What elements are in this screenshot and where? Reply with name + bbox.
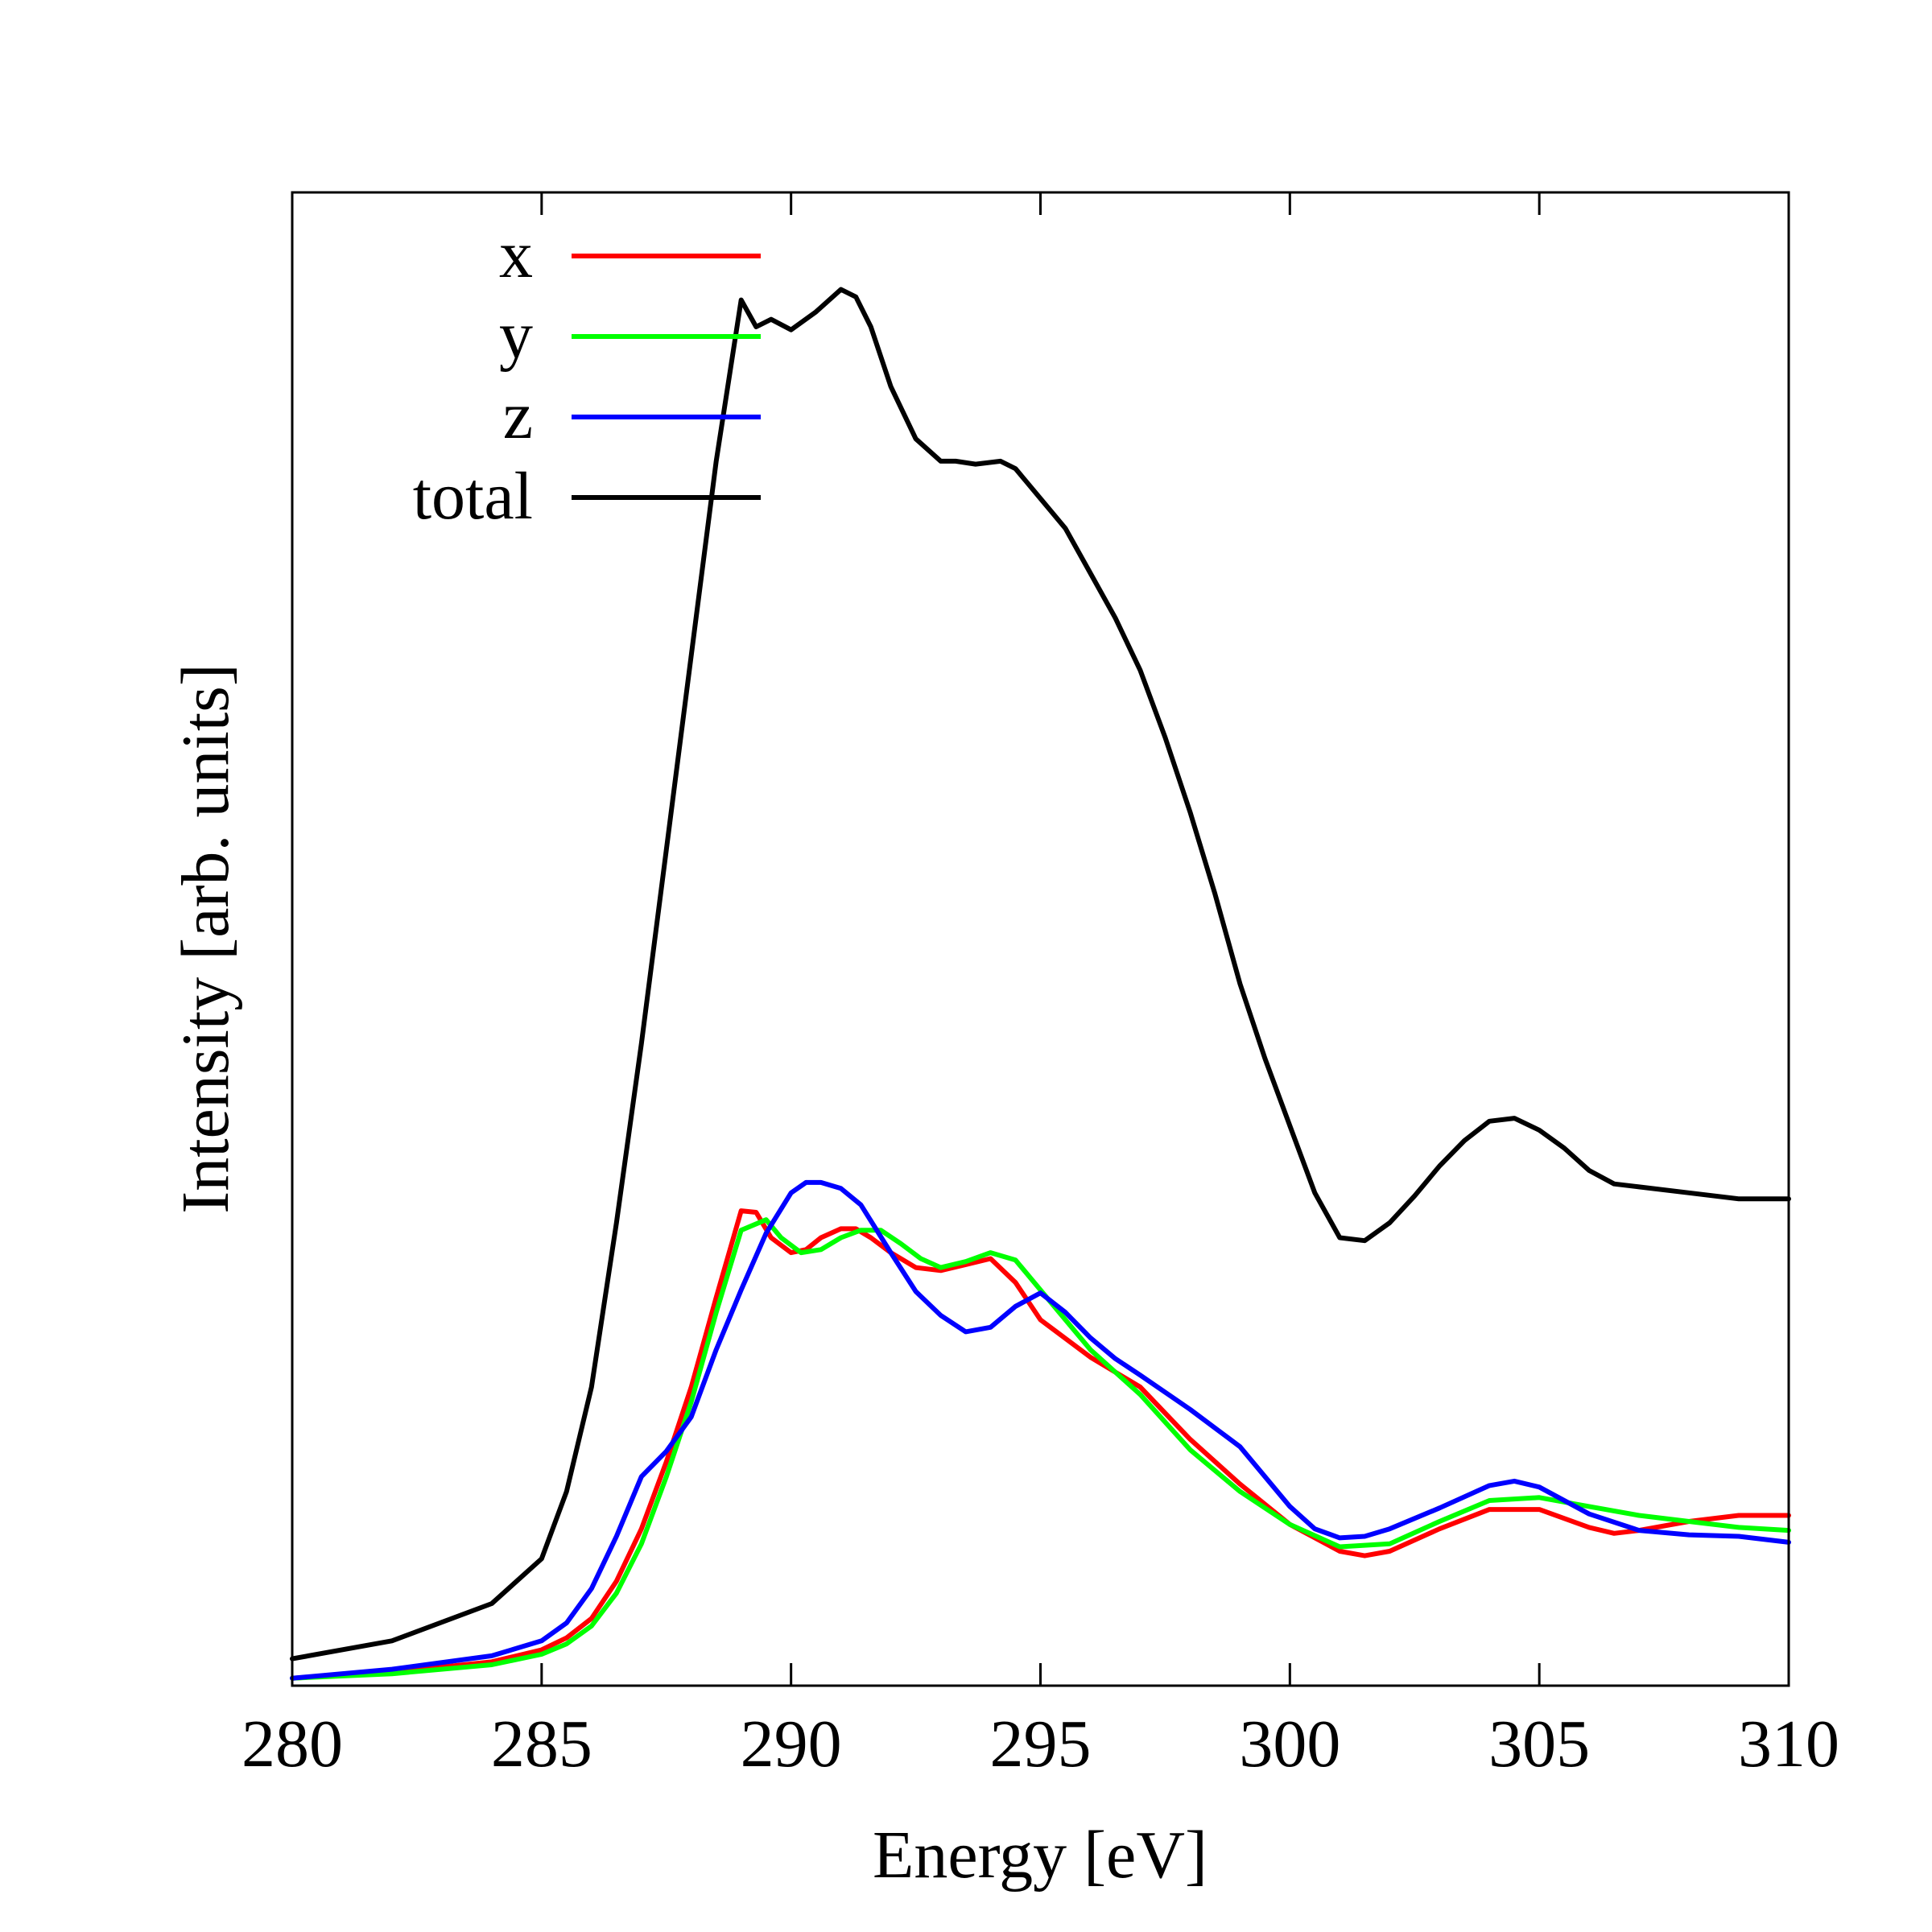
legend-label-z: z bbox=[503, 378, 533, 453]
x-tick-label-300: 300 bbox=[1239, 1707, 1340, 1781]
y-axis-label: Intensity [arb. units] bbox=[168, 663, 243, 1214]
series-line-x bbox=[290, 1208, 1791, 1681]
x-axis-label: Energy [eV] bbox=[873, 1818, 1208, 1893]
ticks-layer: 280 285 290 295 300 305 310 bbox=[242, 192, 1839, 1781]
x-tick-label-280: 280 bbox=[242, 1707, 343, 1781]
series-line-y bbox=[290, 1217, 1791, 1681]
x-tick-label-295: 295 bbox=[990, 1707, 1092, 1781]
x-tick-label-310: 310 bbox=[1738, 1707, 1839, 1781]
series-line-total bbox=[290, 287, 1791, 1662]
legend-label-total: total bbox=[413, 459, 533, 534]
x-tick-label-285: 285 bbox=[491, 1707, 592, 1781]
plot-frame bbox=[291, 191, 1790, 1687]
series-line-z bbox=[290, 1179, 1791, 1681]
series-layer bbox=[290, 287, 1791, 1681]
x-tick-label-290: 290 bbox=[741, 1707, 842, 1781]
x-tick-label-305: 305 bbox=[1488, 1707, 1590, 1781]
legend-label-y: y bbox=[499, 298, 533, 373]
legend-label-x: x bbox=[499, 217, 533, 292]
